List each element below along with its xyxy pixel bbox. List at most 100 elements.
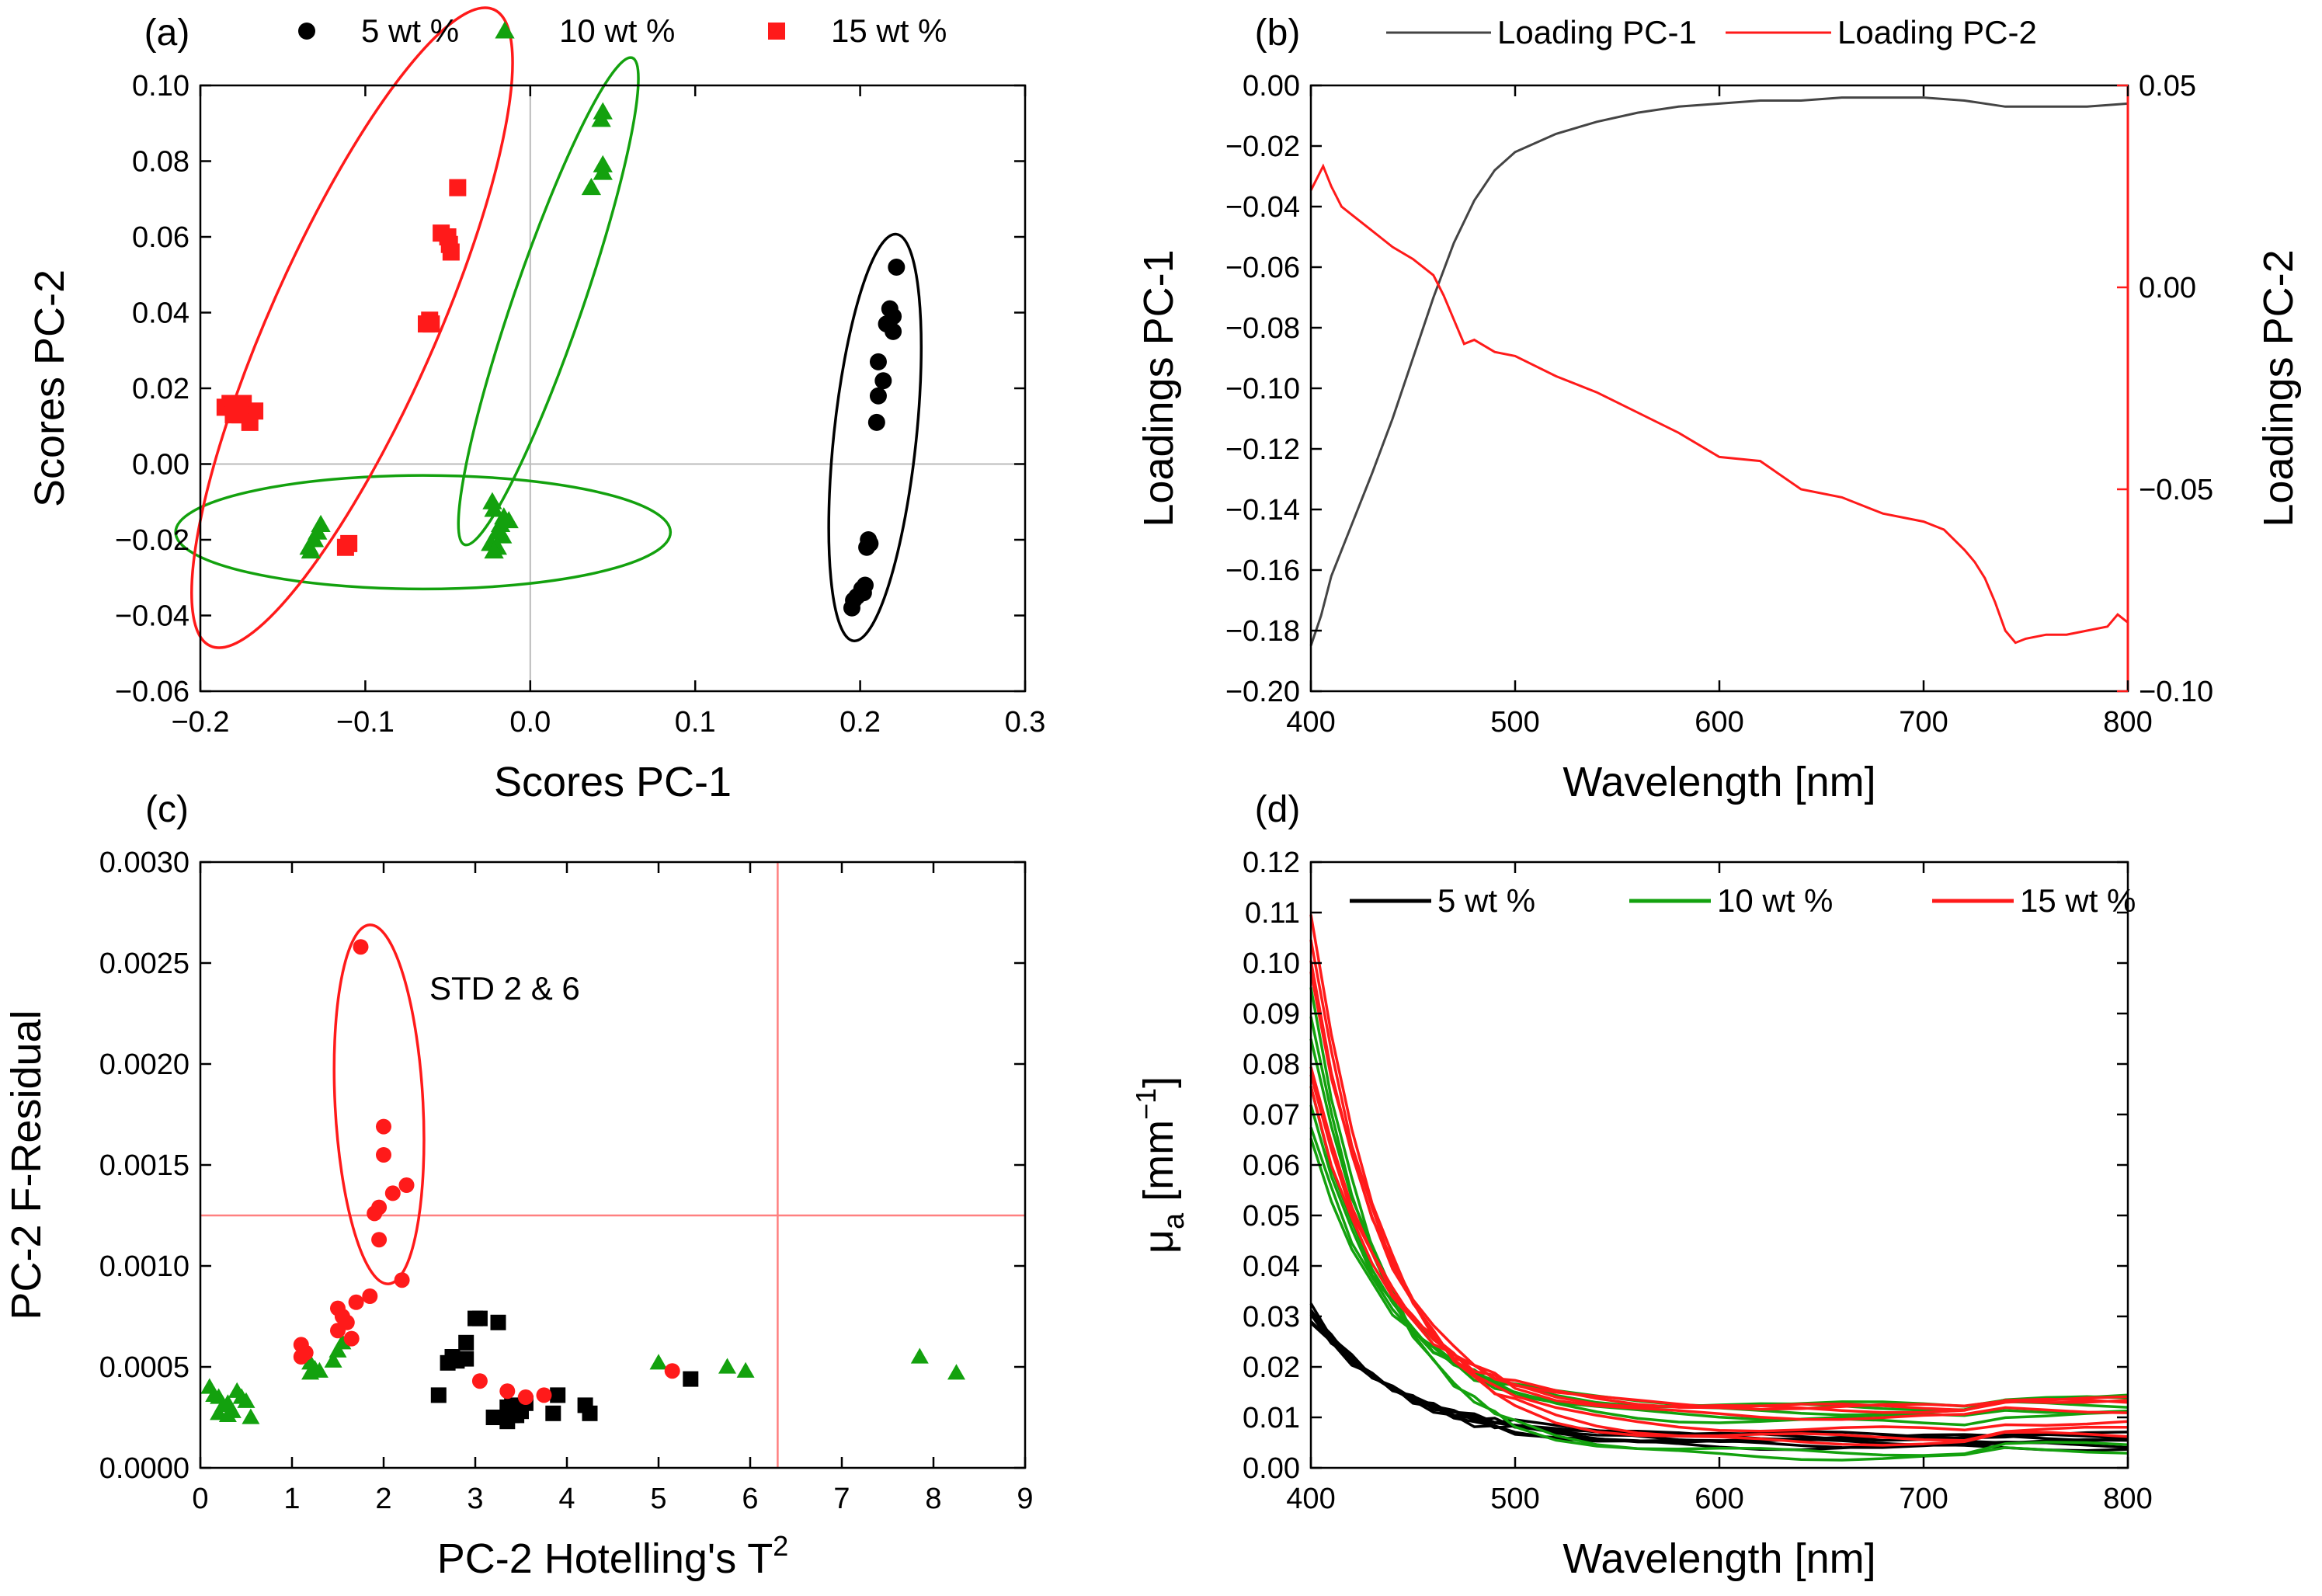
x-axis-tick-label: 3 — [467, 1483, 483, 1515]
x-axis-title: Scores PC-1 — [494, 759, 732, 805]
x-axis-tick-label: 9 — [1017, 1483, 1033, 1515]
data-point — [910, 1347, 929, 1364]
data-point — [237, 1392, 255, 1408]
panel-a: −0.2 −0.1 0.0 0.1 0.2 0.3 −0.06 −0.04 −0.02 0.00 0… — [26, 6, 1046, 805]
legend-label: 10 wt % — [1717, 882, 1833, 919]
data-point — [888, 259, 906, 276]
spectrum-line — [1309, 971, 2129, 1421]
panel-label: (c) — [145, 789, 189, 830]
confidence-ellipse — [457, 56, 640, 547]
spectrum-line — [1309, 1038, 2129, 1427]
y2-axis-tick-label: 0.00 — [2139, 272, 2196, 304]
data-point — [218, 1406, 237, 1423]
y-axis-title: Loadings PC-1 — [1135, 249, 1182, 527]
y2-axis-title: Loadings PC-2 — [2255, 249, 2302, 527]
y-axis-tick-label: −0.14 — [1225, 494, 1300, 527]
data-point — [301, 1364, 320, 1380]
y-axis-title-mu: μ — [1135, 1229, 1182, 1254]
y-axis-title-unit: [mm — [1135, 1120, 1182, 1213]
data-point — [241, 413, 259, 431]
y-axis-tick-label: 0.03 — [1243, 1301, 1300, 1333]
x-axis-title-text: PC-2 Hotelling's T — [437, 1535, 773, 1582]
y-axis-tick-label: 0.12 — [1243, 847, 1300, 879]
data-point — [545, 1405, 561, 1421]
y-axis-tick-label: −0.10 — [1225, 373, 1300, 405]
y2-axis-tick-label: −0.05 — [2139, 474, 2213, 506]
y-axis-tick-label: 0.06 — [132, 221, 189, 254]
y-axis-tick-label: −0.04 — [1225, 191, 1300, 224]
y-axis-tick-label: −0.08 — [1225, 312, 1300, 345]
x-axis-title: Wavelength [nm] — [1562, 759, 1875, 805]
data-point — [297, 1344, 314, 1361]
y-axis-tick-label: 0.0015 — [99, 1149, 189, 1182]
data-point — [582, 1405, 598, 1421]
y-axis-title: μa [mm−1] — [1130, 1076, 1191, 1254]
x-axis-tick-label: 400 — [1286, 706, 1335, 739]
y-axis-tick-label: 0.09 — [1243, 998, 1300, 1031]
y-axis-title-subscript: a — [1158, 1212, 1191, 1229]
data-point — [449, 179, 467, 196]
x-axis-tick-label: 2 — [375, 1483, 391, 1515]
data-point — [224, 406, 242, 424]
data-point — [353, 939, 369, 955]
x-axis-tick-label: 0 — [192, 1483, 208, 1515]
x-axis-tick-label: 5 — [650, 1483, 666, 1515]
data-point — [484, 541, 504, 559]
spectrum-line — [1309, 1086, 2129, 1421]
y-axis-tick-label: 0.07 — [1243, 1099, 1300, 1132]
data-point — [328, 1341, 347, 1358]
data-point — [417, 315, 435, 333]
y-axis-tick-label: 0.0030 — [99, 847, 189, 879]
spectrum-line — [1309, 960, 2129, 1433]
data-point — [362, 1288, 378, 1304]
data-point — [371, 1232, 388, 1248]
spectrum-line — [1309, 939, 2129, 1442]
y-axis-tick-label: 0.04 — [1243, 1250, 1300, 1283]
legend-label: 10 wt % — [559, 12, 675, 49]
panel-label: (d) — [1255, 789, 1301, 830]
legend-label: 5 wt % — [361, 12, 459, 49]
data-point — [683, 1371, 699, 1387]
x-axis-tick-label: 8 — [925, 1483, 941, 1515]
panel-d: 400 500 600 700 800 0.00 0.01 0.02 0.03 0.04 0.05 0… — [1130, 789, 2153, 1582]
data-point — [330, 1323, 346, 1339]
panel-label: (a) — [144, 12, 190, 54]
y-axis-tick-label: 0.00 — [132, 449, 189, 482]
y-axis-tick-label: −0.06 — [1225, 252, 1300, 284]
legend-marker — [298, 23, 315, 40]
y-axis-title-end: ] — [1135, 1076, 1182, 1088]
spectrum-line — [1309, 914, 2129, 1447]
legend-label: 5 wt % — [1437, 882, 1535, 919]
x-axis-tick-label: 0.3 — [1005, 706, 1046, 739]
spectrum-line — [1309, 1104, 2129, 1417]
data-point — [485, 1410, 502, 1425]
data-point — [947, 1364, 965, 1380]
x-axis-tick-label: 7 — [833, 1483, 850, 1515]
x-axis-tick-label: −0.2 — [171, 706, 229, 739]
panel-b: 400 500 600 700 800 −0.20 −0.18 −0.16 −0.14 −0.12… — [1135, 12, 2302, 805]
series-line — [1309, 163, 2129, 645]
data-point — [384, 1185, 401, 1201]
data-point — [324, 1351, 342, 1368]
series-line — [1309, 96, 2129, 646]
y-axis-title: Scores PC-2 — [26, 269, 73, 507]
y-axis-tick-label: 0.10 — [132, 70, 189, 103]
legend-label: Loading PC-1 — [1497, 14, 1697, 50]
data-point — [874, 372, 892, 390]
data-point — [869, 387, 887, 405]
data-point — [430, 1387, 447, 1403]
data-point — [394, 1272, 410, 1288]
data-point — [376, 1147, 391, 1163]
data-point — [458, 1334, 474, 1351]
x-axis-tick-label: 0.2 — [839, 706, 881, 739]
y-axis-tick-label: 0.04 — [132, 297, 189, 330]
data-point — [499, 1383, 516, 1400]
data-point — [517, 1389, 534, 1405]
plot-frame — [1309, 861, 2129, 1469]
spectrum-line — [1309, 987, 2129, 1462]
y-axis-tick-label: 0.02 — [132, 373, 189, 405]
x-axis-tick-label: 0.0 — [509, 706, 551, 739]
data-point — [858, 538, 876, 556]
x-axis-tick-label: 700 — [1899, 706, 1948, 739]
y-axis-tick-label: 0.01 — [1243, 1402, 1300, 1434]
